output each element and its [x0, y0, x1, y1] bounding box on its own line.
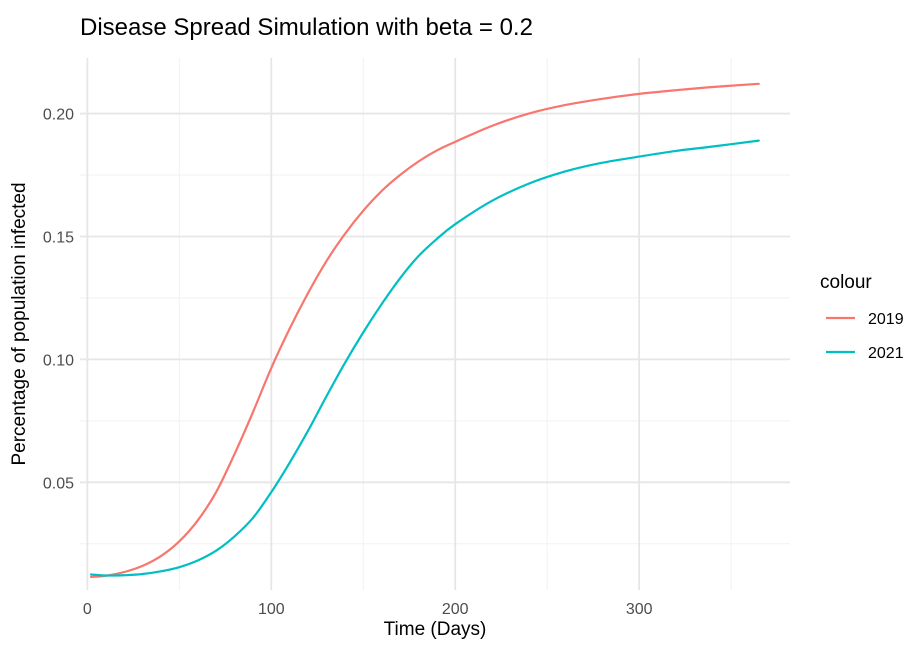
y-tick-label: 0.20 — [43, 107, 74, 124]
series-lines — [89, 82, 760, 579]
minor-gridlines — [80, 58, 790, 590]
y-tick-label: 0.10 — [43, 352, 74, 369]
x-axis-tick-labels: 0 100 200 300 — [83, 601, 653, 618]
legend: colour 2019 2021 — [820, 272, 904, 362]
x-tick-label: 300 — [626, 601, 653, 618]
legend-label-2019: 2019 — [868, 311, 904, 328]
x-tick-label: 200 — [442, 601, 469, 618]
x-axis-label: Time (Days) — [384, 619, 487, 640]
y-tick-label: 0.05 — [43, 475, 74, 492]
x-tick-label: 0 — [83, 601, 92, 618]
major-gridlines — [80, 58, 790, 590]
series-line-2021 — [89, 139, 760, 577]
x-tick-label: 100 — [258, 601, 285, 618]
y-tick-label: 0.15 — [43, 229, 74, 246]
series-line-2019 — [89, 82, 760, 579]
y-axis-tick-labels: 0.05 0.10 0.15 0.20 — [43, 107, 74, 493]
y-axis-label: Percentage of population infected — [9, 182, 30, 465]
chart-title: Disease Spread Simulation with beta = 0.… — [80, 14, 533, 41]
legend-label-2021: 2021 — [868, 345, 904, 362]
legend-title: colour — [820, 272, 872, 293]
